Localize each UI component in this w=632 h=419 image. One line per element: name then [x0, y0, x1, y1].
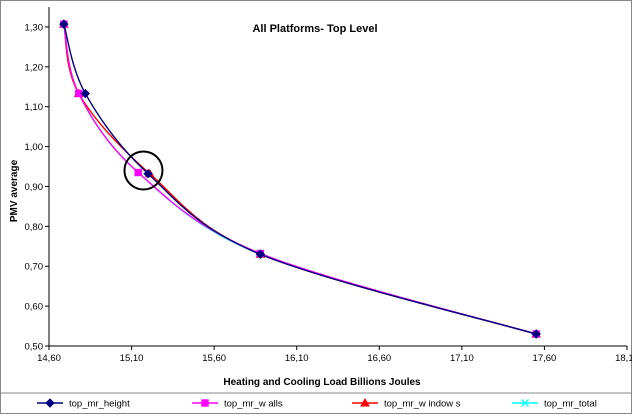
y-tick-label: 1,20 — [25, 62, 44, 73]
legend-label: top_mr_total — [544, 399, 597, 410]
legend-marker — [202, 400, 208, 406]
x-tick-label: 14,60 — [37, 353, 61, 364]
x-axis-label: Heating and Cooling Load Billions Joules — [223, 377, 421, 388]
y-tick-label: 1,00 — [25, 142, 44, 153]
y-tick-label: 0,70 — [25, 262, 44, 273]
x-tick-label: 15,60 — [202, 353, 226, 364]
legend-label: top_mr_w alls — [224, 399, 283, 410]
chart-title: All Platforms- Top Level — [252, 23, 377, 35]
x-tick-label: 15,10 — [120, 353, 144, 364]
x-tick-label: 18,10 — [615, 353, 632, 364]
y-tick-label: 1,30 — [25, 22, 44, 33]
y-axis-label: PMV average — [9, 159, 20, 222]
x-tick-label: 16,10 — [285, 353, 309, 364]
y-tick-label: 0,50 — [25, 342, 44, 353]
x-tick-label: 16,60 — [367, 353, 391, 364]
data-point — [135, 169, 141, 175]
x-tick-label: 17,10 — [450, 353, 474, 364]
legend-label: top_mr_w indow s — [384, 399, 461, 410]
y-tick-label: 0,80 — [25, 222, 44, 233]
x-tick-label: 17,60 — [533, 353, 557, 364]
y-tick-label: 1,10 — [25, 102, 44, 113]
y-tick-label: 0,60 — [25, 302, 44, 313]
y-tick-label: 0,90 — [25, 182, 44, 193]
legend-label: top_mr_height — [69, 399, 130, 410]
